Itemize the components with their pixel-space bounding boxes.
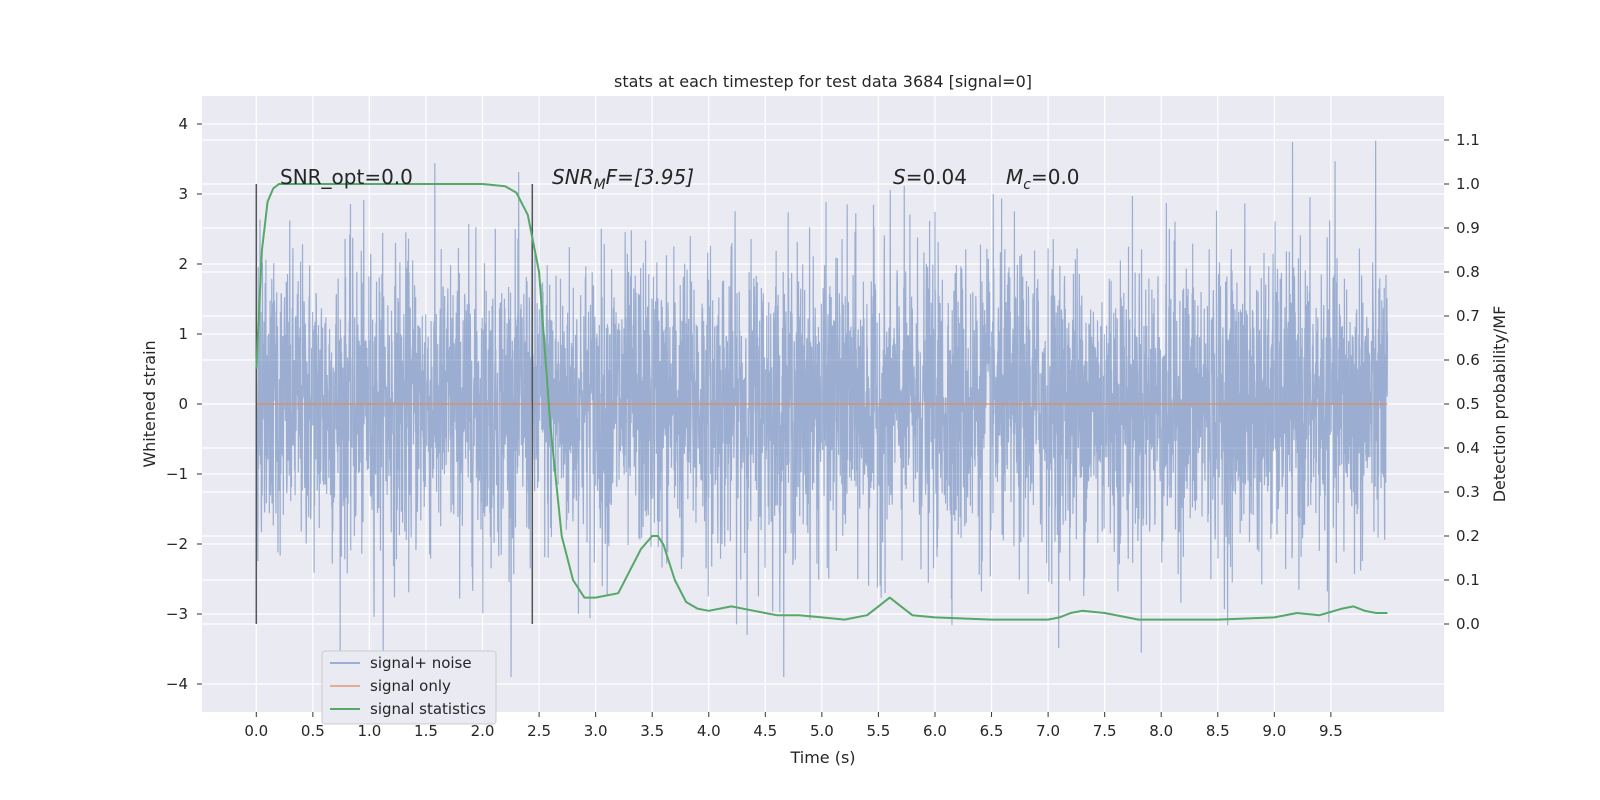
y-left-tick-label: 3 [178, 185, 188, 203]
y-right-axis-label: Detection probability/MF [1490, 306, 1509, 503]
x-tick-label: 2.5 [527, 722, 551, 740]
x-tick-label: 6.5 [980, 722, 1004, 740]
y-left-tick-label: −3 [166, 605, 188, 623]
y-right-tick-label: 0.3 [1456, 483, 1480, 501]
chart-title: stats at each timestep for test data 368… [614, 72, 1032, 91]
x-tick-label: 5.5 [866, 722, 890, 740]
y-left-tick-label: 4 [178, 115, 188, 133]
x-tick-label: 0.0 [244, 722, 268, 740]
x-tick-label: 4.0 [697, 722, 721, 740]
x-tick-label: 9.0 [1262, 722, 1286, 740]
x-axis-label: Time (s) [789, 748, 855, 767]
x-tick-label: 4.5 [753, 722, 777, 740]
legend-label-signal-only: signal only [370, 677, 451, 695]
annotation-snr-mf: SNRMF=[3.95] [552, 165, 694, 193]
x-tick-label: 0.5 [301, 722, 325, 740]
signal-noise-line [255, 140, 1389, 678]
y-left-axis-label: Whitened strain [140, 340, 159, 467]
y-right-tick-label: 0.7 [1456, 307, 1480, 325]
y-right-tick-label: 0.1 [1456, 571, 1480, 589]
y-right-tick-label: 1.0 [1456, 175, 1480, 193]
y-left-axis-ticks: 4 3 2 1 0 −1 −2 −3 −4 [166, 115, 202, 693]
signal-statistics-line [255, 183, 1388, 621]
legend-label-signal-statistics: signal statistics [370, 700, 486, 718]
x-axis-ticks: 0.0 0.5 1.0 1.5 2.0 2.5 3.0 3.5 4.0 4.5 5.0 5.5 6.0 6… [244, 712, 1343, 740]
y-right-tick-label: 0.0 [1456, 615, 1480, 633]
y-left-tick-label: 2 [178, 255, 188, 273]
y-right-tick-label: 1.1 [1456, 131, 1480, 149]
x-tick-label: 5.0 [810, 722, 834, 740]
legend-label-signal-noise: signal+ noise [370, 654, 472, 672]
y-right-tick-label: 0.6 [1456, 351, 1480, 369]
x-tick-label: 1.5 [414, 722, 438, 740]
x-tick-label: 6.0 [923, 722, 947, 740]
x-tick-label: 3.0 [584, 722, 608, 740]
y-left-tick-label: −4 [166, 675, 188, 693]
x-tick-label: 1.0 [357, 722, 381, 740]
x-tick-label: 3.5 [640, 722, 664, 740]
y-right-tick-label: 0.4 [1456, 439, 1480, 457]
series-signal-noise [255, 140, 1389, 678]
x-tick-label: 9.5 [1319, 722, 1343, 740]
x-tick-label: 7.0 [1036, 722, 1060, 740]
y-right-tick-label: 0.2 [1456, 527, 1480, 545]
y-left-tick-label: 0 [178, 395, 188, 413]
y-right-axis-ticks: 1.1 1.0 0.9 0.8 0.7 0.6 0.5 0.4 0.3 0.2 0.1 0.0 [1444, 131, 1480, 633]
vertical-markers [255, 184, 534, 624]
x-tick-label: 2.0 [471, 722, 495, 740]
annotation-s: S=0.04 [893, 165, 967, 189]
series-signal-statistics [255, 183, 1388, 621]
y-right-tick-label: 0.8 [1456, 263, 1480, 281]
annotation-snr-opt: SNR_opt=0.0 [280, 165, 413, 189]
legend: signal+ noise signal only signal statist… [321, 650, 497, 725]
x-tick-label: 8.0 [1149, 722, 1173, 740]
y-right-tick-label: 0.5 [1456, 395, 1480, 413]
x-tick-label: 7.5 [1093, 722, 1117, 740]
y-left-tick-label: −1 [166, 465, 188, 483]
legend-box [321, 650, 497, 725]
y-left-tick-label: 1 [178, 325, 188, 343]
y-right-tick-label: 0.9 [1456, 219, 1480, 237]
y-left-tick-label: −2 [166, 535, 188, 553]
annotation-mc: Mc=0.0 [1006, 165, 1080, 193]
x-tick-label: 8.5 [1206, 722, 1230, 740]
